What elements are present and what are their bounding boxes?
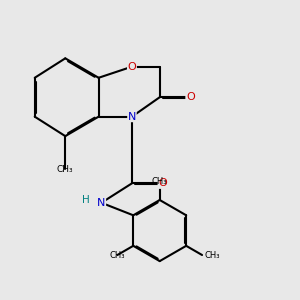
Text: CH₃: CH₃ [57,165,74,174]
Text: N: N [128,112,136,122]
Text: CH₃: CH₃ [110,250,125,260]
Text: N: N [97,198,106,208]
Text: O: O [158,178,167,188]
Text: CH₃: CH₃ [205,250,220,260]
Text: CH₃: CH₃ [152,177,167,186]
Text: H: H [82,195,90,205]
Text: O: O [186,92,195,102]
Text: O: O [128,62,136,72]
